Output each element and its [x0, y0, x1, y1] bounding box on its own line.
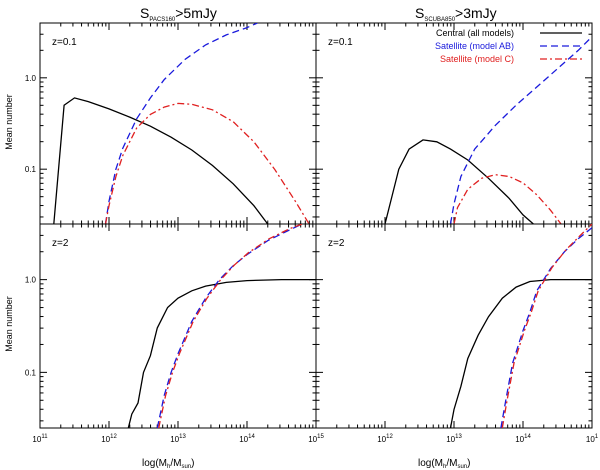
xlabel-right: log(Mh/Msun) — [418, 458, 471, 470]
z-label: z=0.1 — [328, 37, 353, 48]
series-line-central-bottom-left — [127, 278, 316, 428]
title-left-main: S — [140, 5, 149, 21]
series-line-sat-c-bottom-left — [158, 224, 303, 428]
series-line-sat-ab-top-left — [104, 23, 258, 224]
x-tick-label: 1014 — [515, 434, 531, 444]
ylabel-bottom: Mean number — [4, 296, 14, 352]
title-right-sub: SCUBA850 — [424, 17, 455, 23]
title-right-rest: >3mJy — [455, 5, 497, 21]
ylabel-top: Mean number — [4, 94, 14, 150]
x-tick-label: 1011 — [32, 434, 48, 444]
panels: 1.0 0.1 z=0.1 z=0.1 1.0 0.1 z=2 z=2 1011 1012 1013… — [25, 22, 599, 444]
x-tick-label: 101 — [586, 434, 599, 444]
panel-frame — [315, 223, 593, 429]
series-line-sat-ab-bottom-left — [156, 224, 303, 428]
xlabel-left-mid: /M — [170, 458, 181, 469]
xlabel-left-sub2: sun — [181, 464, 191, 470]
panel-top-left: 1.0 0.1 z=0.1 — [25, 22, 317, 225]
series-line-central-bottom-right — [449, 278, 592, 428]
xlabel-right-main: log(M — [418, 458, 443, 469]
legend: Central (all models) Satellite (model AB)… — [435, 28, 582, 64]
legend-label-central: Central (all models) — [436, 28, 514, 38]
series-line-sat-ab-top-right — [449, 36, 592, 224]
y-tick-label: 0.1 — [25, 165, 37, 174]
series-line-sat-c-top-left — [104, 102, 310, 224]
xlabel-left-end: ) — [191, 458, 194, 469]
z-label: z=2 — [328, 238, 345, 249]
panel-top-right: z=0.1 — [315, 22, 593, 225]
y-tick-label: 1.0 — [25, 276, 37, 285]
x-tick-label: 1015 — [308, 434, 324, 444]
series-line-sat-c-bottom-right — [501, 224, 592, 428]
series-line-central-top-left — [53, 97, 269, 224]
z-label: z=2 — [52, 238, 69, 249]
xlabel-right-sub: h — [443, 464, 446, 470]
x-tick-label: 1012 — [377, 434, 393, 444]
title-right-main: S — [415, 5, 424, 21]
series-line-sat-ab-bottom-right — [500, 227, 592, 428]
title-left: SPACS160>5mJy — [140, 5, 217, 23]
xlabel-right-sub2: sun — [457, 464, 467, 470]
x-tick-label: 1013 — [446, 434, 462, 444]
x-tick-label: 1012 — [101, 434, 117, 444]
xlabel-left: log(Mh/Msun) — [142, 458, 195, 470]
panel-bottom-right: z=2 — [315, 223, 593, 429]
title-right: SSCUBA850>3mJy — [415, 5, 497, 23]
panel-frame — [39, 223, 317, 429]
y-tick-label: 1.0 — [25, 74, 37, 83]
legend-label-sat-c: Satellite (model C) — [440, 54, 514, 64]
title-left-rest: >5mJy — [175, 5, 217, 21]
x-tick-label: 1014 — [239, 434, 255, 444]
xlabel-left-main: log(M — [142, 458, 167, 469]
panel-bottom-left: 1.0 0.1 z=2 — [25, 223, 317, 429]
y-tick-label: 0.1 — [25, 368, 37, 377]
legend-label-sat-ab: Satellite (model AB) — [435, 41, 514, 51]
series-line-sat-c-top-right — [453, 174, 562, 224]
xlabel-right-end: ) — [467, 458, 470, 469]
series-line-central-top-right — [384, 139, 534, 224]
title-left-sub: PACS160 — [149, 17, 176, 23]
panel-frame — [39, 22, 317, 225]
x-tick-label: 1013 — [170, 434, 186, 444]
z-label: z=0.1 — [52, 37, 77, 48]
xlabel-left-sub: h — [167, 464, 170, 470]
xlabel-right-mid: /M — [446, 458, 457, 469]
